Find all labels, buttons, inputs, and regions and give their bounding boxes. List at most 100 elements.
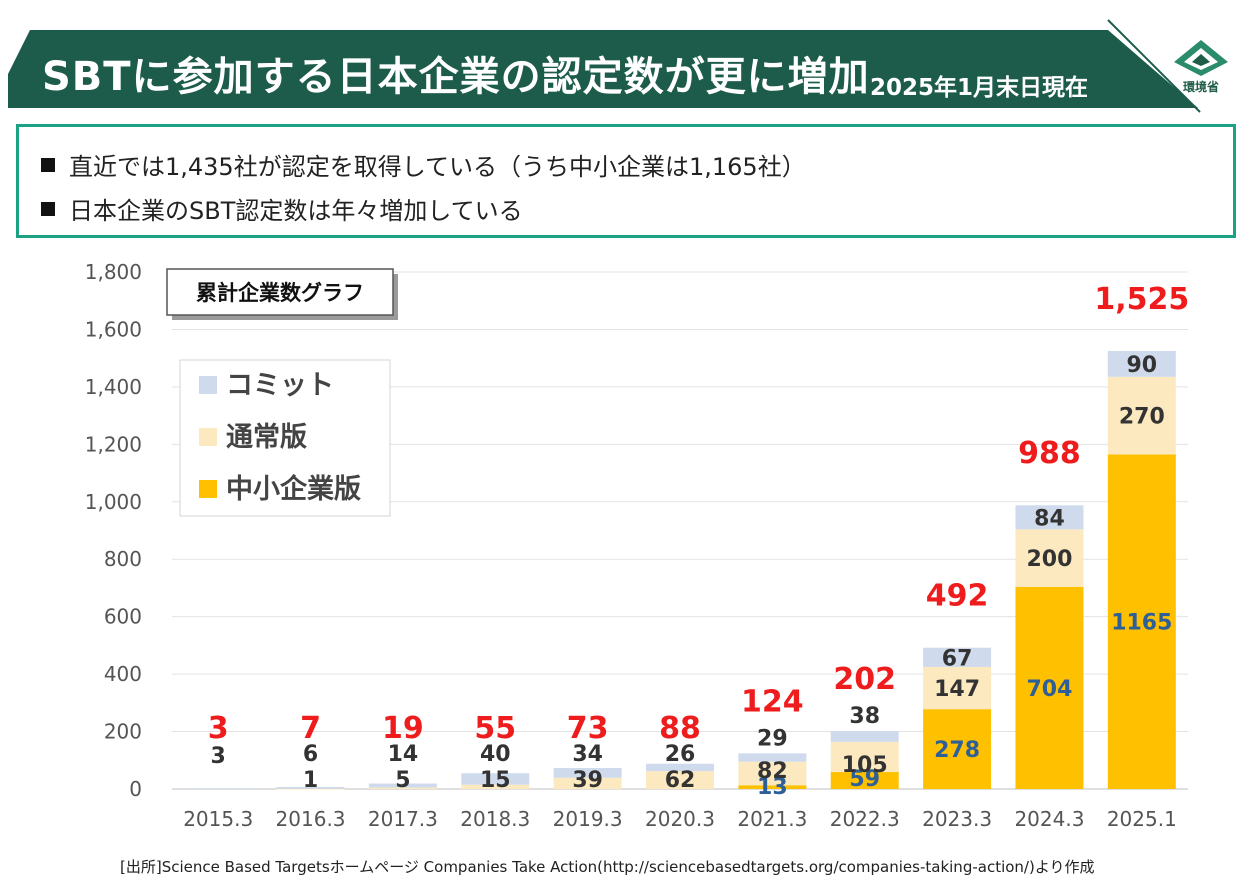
bar-commit	[184, 788, 253, 789]
chart-svg: 0 200 400 600 800 1,000 1,200 1,400 1,600 1,800 3…	[85, 260, 1190, 831]
bar-commit	[368, 783, 437, 788]
total-label: 55	[474, 711, 516, 746]
value-label-standard: 62	[665, 768, 696, 793]
bullet-square-icon	[41, 158, 55, 172]
legend-label-standard: 通常版	[226, 422, 307, 453]
legend: コミット 通常版 中小企業版	[179, 359, 391, 517]
banner-shape	[8, 19, 1201, 113]
summary-bullet-text: 日本企業のSBT認定数は年々増加している	[69, 197, 523, 225]
value-label-sme: 278	[934, 738, 980, 763]
bar-standard	[461, 784, 530, 789]
bar-commit	[830, 730, 899, 742]
legend-swatch-commit	[199, 376, 217, 394]
value-label-commit: 6	[303, 742, 318, 767]
total-label: 7	[300, 711, 321, 746]
y-tick-label: 800	[104, 547, 142, 571]
page-title: SBTに参加する日本企業の認定数が更に増加	[42, 54, 870, 100]
banner-slash	[1107, 19, 1201, 113]
value-label-sme: 13	[757, 775, 788, 800]
total-label: 202	[833, 662, 896, 697]
bars-layer: 3316751419154055393473622688138229124591…	[184, 282, 1189, 800]
value-label-standard: 15	[480, 768, 511, 793]
value-label-standard: 270	[1119, 405, 1165, 430]
bar-sme	[738, 785, 807, 789]
value-label-standard: 1	[303, 768, 318, 793]
bar-standard	[923, 666, 992, 710]
x-tick-label: 2019.3	[553, 807, 623, 831]
value-label-standard: 200	[1026, 547, 1072, 572]
value-label-standard: 147	[934, 677, 980, 702]
bar-commit	[738, 753, 807, 762]
bar-commit	[1015, 505, 1084, 530]
graph-title-box: 累計企業数グラフ	[166, 268, 398, 320]
value-label-commit: 40	[480, 742, 511, 767]
value-label-standard: 5	[395, 768, 410, 793]
banner-fill	[8, 30, 1108, 108]
stacked-bar-chart: 0 200 400 600 800 1,000 1,200 1,400 1,600 1,800 3…	[0, 250, 1250, 860]
summary-box: 直近では1,435社が認定を取得している（うち中小企業は1,165社） 日本企業…	[16, 124, 1236, 238]
value-label-sme: 704	[1026, 677, 1072, 702]
summary-bullet: 日本企業のSBT認定数は年々増加している	[41, 191, 523, 226]
x-tick-label: 2018.3	[460, 807, 530, 831]
total-label: 124	[741, 684, 804, 719]
y-tick-label: 1,000	[85, 490, 142, 514]
y-tick-label: 400	[104, 662, 142, 686]
total-label: 492	[926, 579, 989, 614]
bar-sme	[1015, 586, 1084, 789]
bar-standard	[738, 761, 807, 786]
value-label-commit: 84	[1034, 506, 1065, 531]
legend-swatch-sme	[199, 480, 217, 498]
ministry-logo-text: 環境省	[1182, 80, 1219, 94]
x-tick-label: 2024.3	[1014, 807, 1084, 831]
bar-standard	[1107, 376, 1176, 455]
y-tick-label: 0	[129, 777, 142, 801]
summary-bullet-text: 直近では1,435社が認定を取得している（うち中小企業は1,165社）	[69, 153, 806, 181]
as-of-date: 2025年1月末日現在	[870, 75, 1089, 101]
bar-commit	[646, 763, 714, 772]
bar-standard	[646, 771, 714, 789]
bar-commit	[923, 647, 992, 667]
value-label-commit: 90	[1127, 353, 1158, 378]
total-label: 1,525	[1094, 282, 1189, 317]
x-tick-label: 2020.3	[645, 807, 715, 831]
bar-commit	[553, 768, 622, 778]
value-label-commit: 67	[942, 646, 973, 671]
value-label-standard: 39	[572, 768, 603, 793]
total-label: 3	[208, 711, 229, 746]
value-label-commit: 34	[572, 742, 603, 767]
value-label-commit: 14	[388, 742, 419, 767]
y-tick-label: 1,600	[85, 317, 142, 341]
value-label-commit: 3	[211, 744, 226, 769]
value-label-sme: 1165	[1111, 611, 1172, 636]
graph-title: 累計企業数グラフ	[196, 281, 364, 305]
total-label: 73	[567, 711, 609, 746]
x-tick-label: 2021.3	[737, 807, 807, 831]
title-banner: SBTに参加する日本企業の認定数が更に増加 2025年1月末日現在 環境省	[0, 0, 1250, 120]
legend-label-commit: コミット	[226, 370, 334, 401]
value-label-standard: 105	[842, 753, 888, 778]
bar-sme	[830, 772, 899, 789]
x-axis: 2015.3 2016.3 2017.3 2018.3 2019.3 2020.3 2021…	[183, 807, 1177, 831]
total-label: 988	[1018, 436, 1081, 471]
x-tick-label: 2022.3	[830, 807, 900, 831]
bar-standard	[368, 787, 437, 789]
x-tick-label: 2017.3	[368, 807, 438, 831]
bar-commit	[276, 786, 345, 789]
bar-standard	[276, 788, 345, 790]
ministry-logo-icon	[1174, 40, 1228, 76]
bar-sme	[1107, 454, 1176, 789]
total-label: 19	[382, 711, 424, 746]
y-tick-label: 1,800	[85, 260, 142, 284]
source-note: [出所]Science Based Targetsホームページ Companie…	[120, 858, 1095, 876]
legend-swatch-standard	[199, 428, 217, 446]
bar-standard	[1015, 529, 1084, 587]
x-tick-label: 2015.3	[183, 807, 253, 831]
value-label-commit: 29	[757, 726, 788, 751]
value-label-standard: 82	[757, 759, 788, 784]
legend-label-sme: 中小企業版	[226, 473, 361, 505]
x-tick-label: 2016.3	[276, 807, 346, 831]
y-tick-label: 200	[104, 720, 142, 744]
y-tick-label: 600	[104, 605, 142, 629]
bar-commit	[1107, 350, 1176, 377]
bar-standard	[830, 741, 899, 773]
